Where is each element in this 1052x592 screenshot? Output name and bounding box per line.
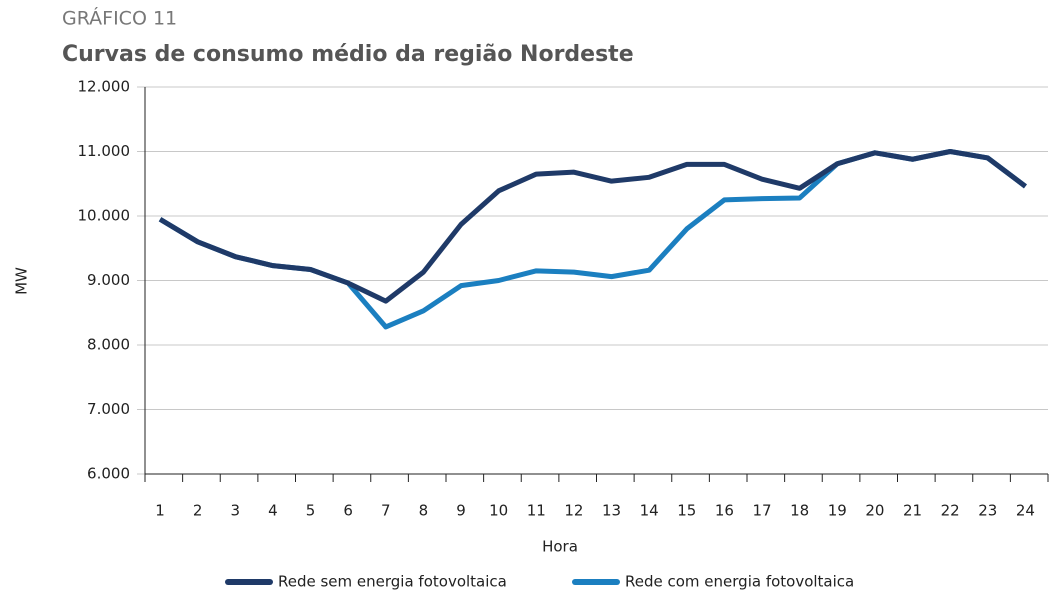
x-tick-label: 1 xyxy=(155,502,165,520)
x-tick-label: 10 xyxy=(489,502,508,520)
x-tick-label: 23 xyxy=(978,502,997,520)
x-tick-label: 11 xyxy=(527,502,546,520)
x-tick-label: 19 xyxy=(828,502,847,520)
x-tick-label: 7 xyxy=(381,502,391,520)
y-tick-label: 8.000 xyxy=(87,336,130,354)
x-tick-label: 14 xyxy=(640,502,659,520)
legend-label: Rede com energia fotovoltaica xyxy=(625,573,854,591)
x-tick-label: 5 xyxy=(306,502,316,520)
x-tick-label: 18 xyxy=(790,502,809,520)
x-tick-label: 6 xyxy=(343,502,353,520)
y-tick-label: 6.000 xyxy=(87,465,130,483)
y-tick-label: 12.000 xyxy=(78,78,131,96)
x-tick-label: 22 xyxy=(941,502,960,520)
x-tick-label: 21 xyxy=(903,502,922,520)
x-tick-label: 17 xyxy=(753,502,772,520)
legend-label: Rede sem energia fotovoltaica xyxy=(278,573,507,591)
chart-title: Curvas de consumo médio da região Nordes… xyxy=(62,42,634,67)
x-tick-label: 3 xyxy=(231,502,241,520)
x-axis-label: Hora xyxy=(542,538,578,556)
x-tick-label: 8 xyxy=(419,502,429,520)
x-tick-label: 13 xyxy=(602,502,621,520)
x-tick-label: 4 xyxy=(268,502,278,520)
x-tick-label: 9 xyxy=(456,502,466,520)
series-line xyxy=(158,149,1027,304)
x-tick-label: 2 xyxy=(193,502,203,520)
y-axis-label: MW xyxy=(13,267,31,295)
y-tick-label: 11.000 xyxy=(78,142,131,160)
y-tick-label: 10.000 xyxy=(78,207,131,225)
x-tick-label: 12 xyxy=(564,502,583,520)
chart-kicker: GRÁFICO 11 xyxy=(62,7,177,30)
x-tick-label: 20 xyxy=(865,502,884,520)
x-tick-label: 24 xyxy=(1016,502,1035,520)
y-tick-label: 7.000 xyxy=(87,400,130,418)
x-tick-label: 15 xyxy=(677,502,696,520)
x-tick-label: 16 xyxy=(715,502,734,520)
y-tick-label: 9.000 xyxy=(87,271,130,289)
